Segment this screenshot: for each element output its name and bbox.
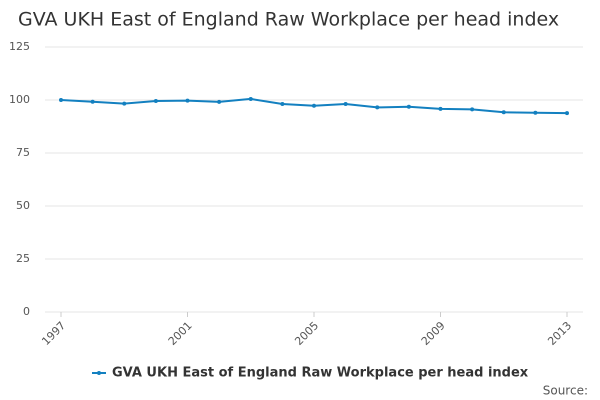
point bbox=[122, 101, 127, 106]
x-tick-label: 2005 bbox=[292, 319, 321, 348]
y-tick-label: 0 bbox=[23, 305, 30, 318]
y-tick-label: 75 bbox=[16, 146, 30, 159]
legend-marker bbox=[97, 371, 101, 375]
x-tick-label: 2013 bbox=[545, 319, 574, 348]
source: Source: bbox=[543, 384, 588, 398]
y-tick-label: 50 bbox=[16, 199, 30, 212]
point bbox=[375, 105, 380, 110]
legend-label: GVA UKH East of England Raw Workplace pe… bbox=[112, 366, 529, 381]
point bbox=[90, 99, 95, 104]
x-tick-label: 1997 bbox=[39, 319, 68, 348]
point bbox=[565, 111, 569, 116]
point bbox=[312, 103, 316, 108]
x-tick-label: 2001 bbox=[166, 319, 195, 348]
point bbox=[533, 110, 538, 115]
x-tick-label: 2009 bbox=[419, 319, 448, 348]
y-tick-label: 125 bbox=[9, 40, 30, 53]
point bbox=[59, 98, 63, 102]
point bbox=[470, 107, 475, 112]
chart-title: GVA UKH East of England Raw Workplace pe… bbox=[18, 9, 559, 31]
point bbox=[438, 106, 443, 111]
point bbox=[501, 110, 506, 115]
point bbox=[406, 104, 411, 109]
point bbox=[185, 98, 190, 103]
point bbox=[153, 99, 158, 104]
point bbox=[217, 99, 222, 104]
point bbox=[280, 102, 285, 107]
y-tick-label: 25 bbox=[16, 252, 30, 265]
y-tick-label: 100 bbox=[9, 93, 30, 106]
point bbox=[343, 102, 348, 107]
point bbox=[248, 96, 253, 101]
